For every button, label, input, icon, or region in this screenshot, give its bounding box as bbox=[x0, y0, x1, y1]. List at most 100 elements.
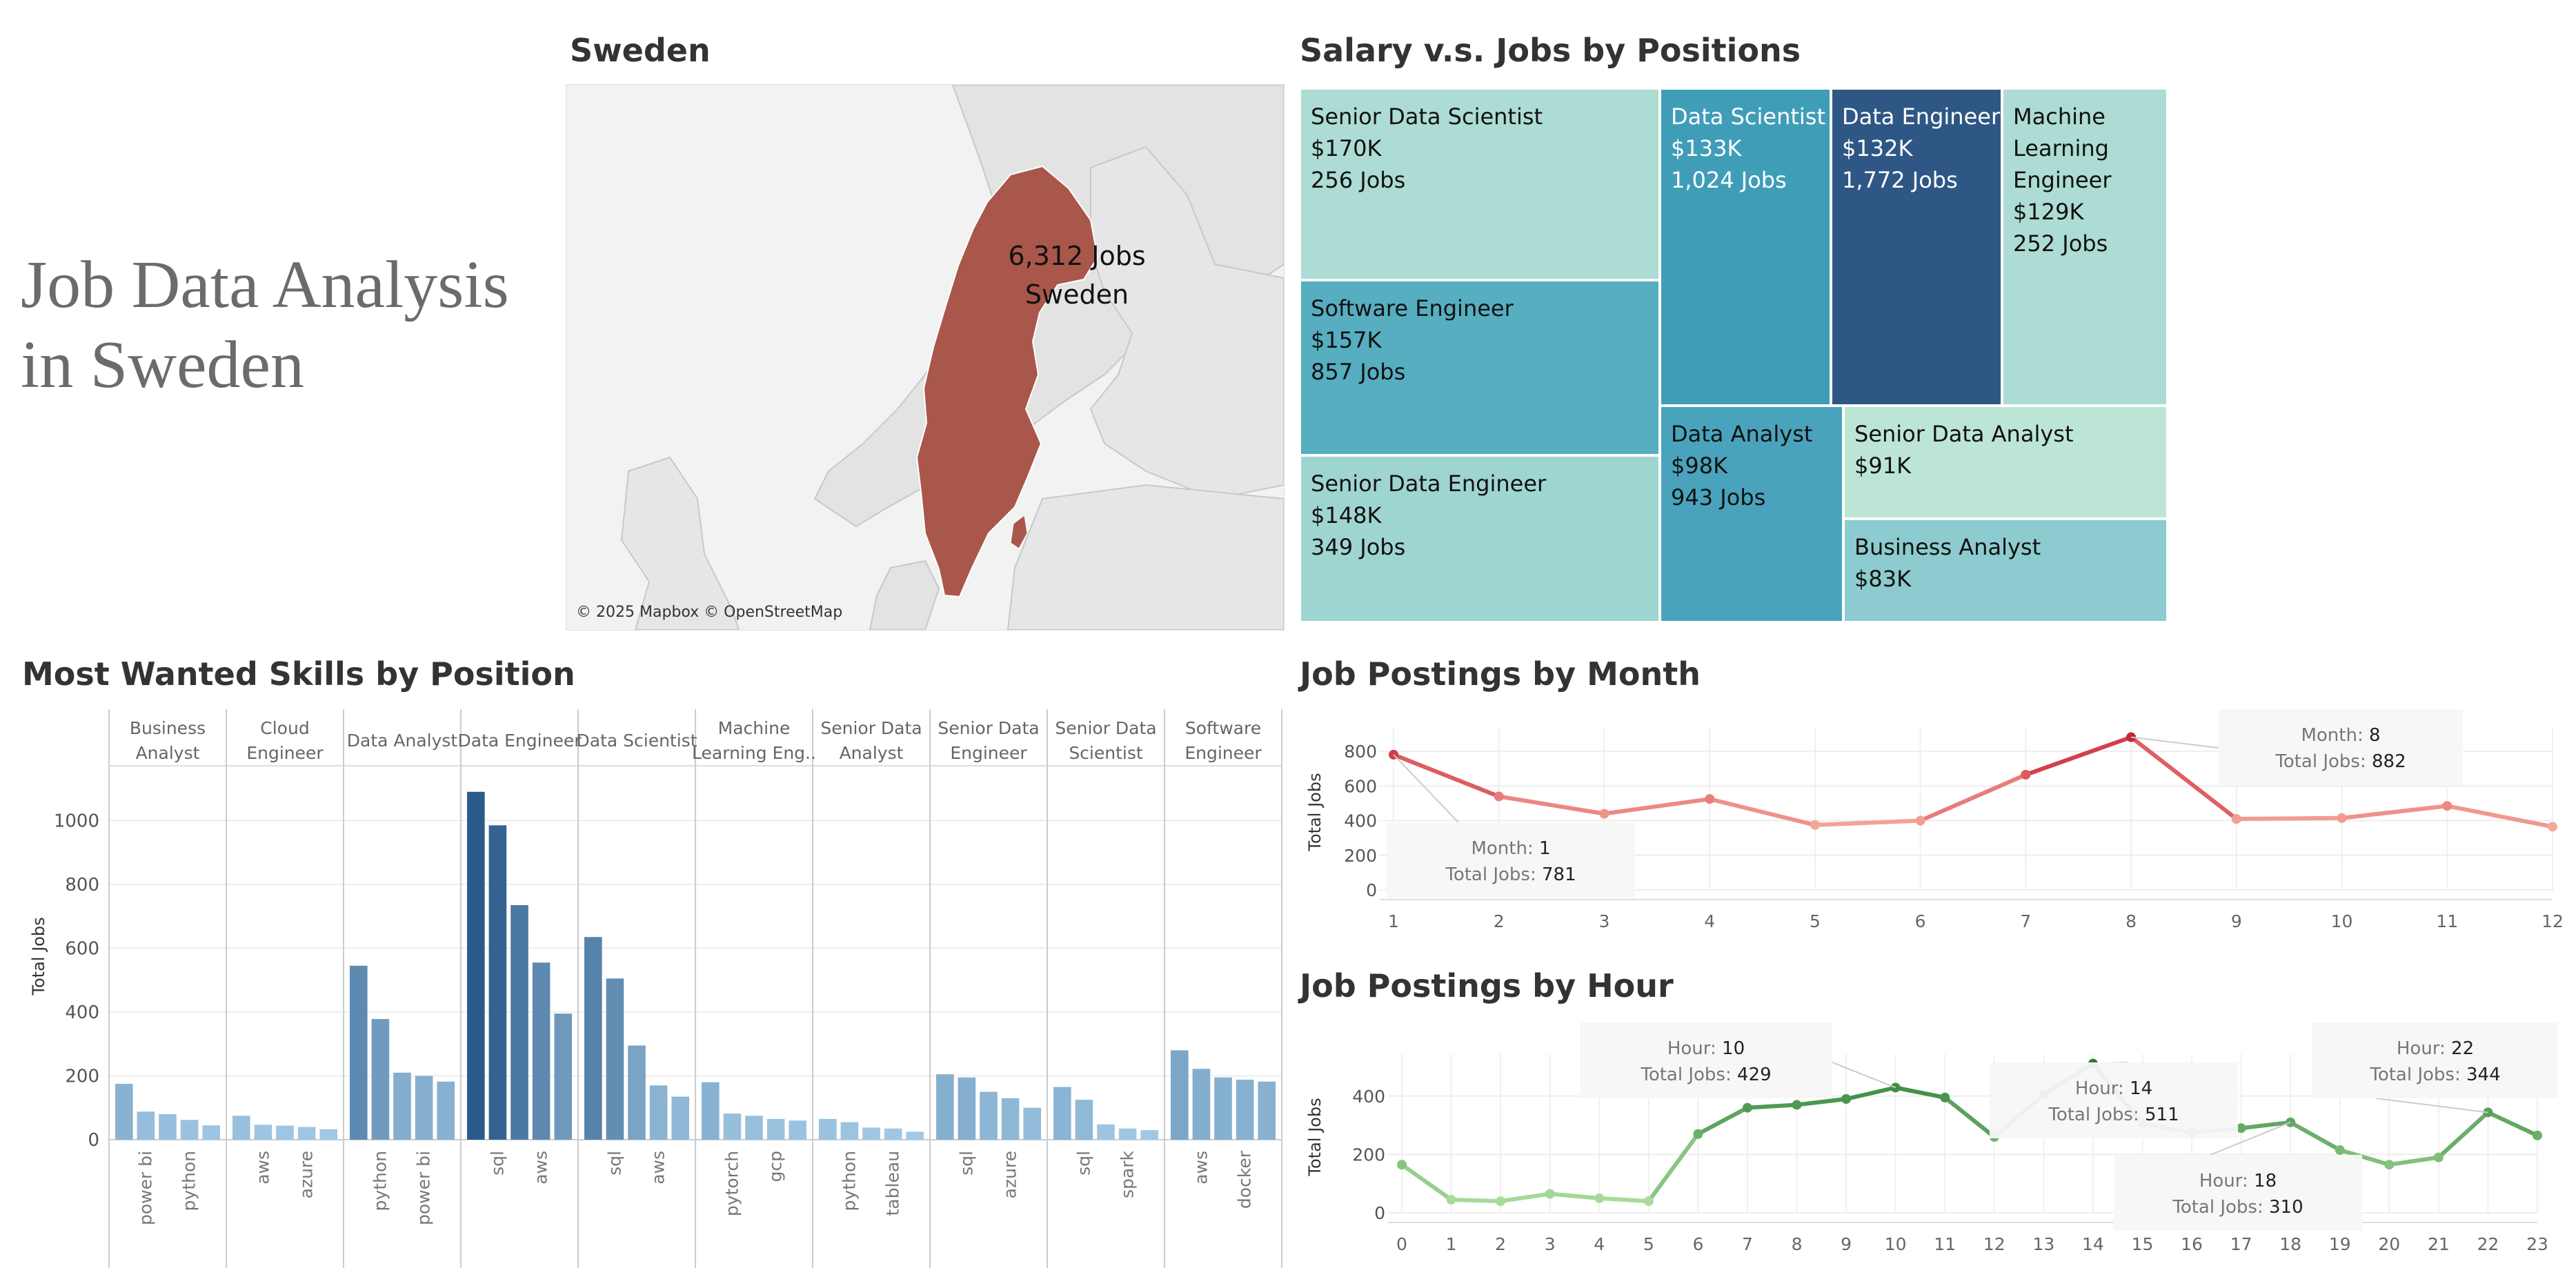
data-point bbox=[1940, 1092, 1950, 1102]
tooltip-box bbox=[2114, 1155, 2362, 1231]
skill-bar bbox=[276, 1125, 294, 1140]
treemap-cell-senior-data-scientist[interactable]: Senior Data Scientist $170K 256 Jobs bbox=[1300, 88, 1660, 280]
skill-label: tableau bbox=[883, 1151, 903, 1216]
panel-header: Engineer bbox=[1185, 743, 1262, 763]
y-tick-label: 800 bbox=[1344, 742, 1377, 762]
tooltip-x-label: Hour: 10 bbox=[1667, 1038, 1745, 1059]
treemap-cell-data-scientist[interactable]: Data Scientist $133K 1,024 Jobs bbox=[1660, 88, 1831, 406]
x-tick-label: 6 bbox=[1915, 911, 1926, 931]
skill-bar bbox=[1258, 1081, 1276, 1140]
dashboard-title-line2: in Sweden bbox=[21, 328, 304, 402]
data-point bbox=[2337, 813, 2347, 823]
x-tick-label: 13 bbox=[2032, 1234, 2054, 1254]
treemap-cell-salary: $83K bbox=[1854, 566, 1912, 592]
treemap-cell-salary: $91K bbox=[1854, 453, 1912, 479]
skill-bar bbox=[1097, 1124, 1115, 1140]
skill-label: sql bbox=[604, 1151, 624, 1176]
line-segment bbox=[1812, 818, 1923, 827]
y-tick-label: 400 bbox=[65, 1002, 99, 1023]
treemap-cell-name: Data Analyst bbox=[1671, 421, 1813, 447]
treemap-cell-senior-data-analyst[interactable]: Senior Data Analyst $91K bbox=[1843, 406, 2168, 519]
gotland-region[interactable] bbox=[1010, 515, 1028, 549]
data-point bbox=[1397, 1160, 1407, 1170]
data-point bbox=[1705, 794, 1715, 804]
skill-bar bbox=[980, 1091, 998, 1140]
skill-bar bbox=[319, 1129, 337, 1140]
map-label-jobs: 6,312 Jobs bbox=[1008, 241, 1146, 271]
x-tick-label: 3 bbox=[1599, 911, 1610, 931]
line-segment bbox=[1498, 1191, 1552, 1204]
tooltip: Hour: 10 Total Jobs: 429 bbox=[1580, 1022, 1896, 1098]
data-point bbox=[1599, 809, 1609, 819]
skill-bar bbox=[488, 825, 507, 1140]
treemap-cell-software-engineer[interactable]: Software Engineer $157K 857 Jobs bbox=[1300, 280, 1660, 455]
x-tick-label: 4 bbox=[1704, 911, 1715, 931]
skill-label: aws bbox=[1191, 1151, 1211, 1185]
treemap-cell-salary: $148K bbox=[1311, 502, 1382, 528]
x-tick-label: 0 bbox=[1396, 1234, 1407, 1254]
treemap-cell-jobs: 943 Jobs bbox=[1671, 484, 1766, 511]
map-attribution[interactable]: © 2025 Mapbox © OpenStreetMap bbox=[576, 604, 843, 621]
x-tick-label: 6 bbox=[1692, 1234, 1703, 1254]
data-point bbox=[2433, 1152, 2444, 1162]
treemap-cell-data-analyst[interactable]: Data Analyst $98K 943 Jobs bbox=[1660, 406, 1843, 622]
data-point bbox=[2442, 801, 2453, 811]
skill-bar bbox=[371, 1019, 390, 1140]
skill-bar bbox=[606, 978, 624, 1140]
tooltip-box bbox=[1387, 822, 1635, 898]
skill-label: sql bbox=[956, 1151, 976, 1176]
skill-bar bbox=[1023, 1107, 1041, 1140]
skill-bar bbox=[232, 1116, 250, 1140]
data-point bbox=[2483, 1107, 2493, 1118]
data-point bbox=[1841, 1094, 1852, 1104]
tooltip-x-label: Hour: 14 bbox=[2075, 1078, 2152, 1099]
x-tick-label: 9 bbox=[1841, 1234, 1852, 1254]
tooltip-x-label: Month: 1 bbox=[1471, 838, 1550, 859]
data-point bbox=[1742, 1102, 1752, 1113]
line-segment bbox=[1602, 797, 1712, 816]
treemap-cell-senior-data-engineer[interactable]: Senior Data Engineer $148K 349 Jobs bbox=[1300, 455, 1660, 622]
line-segment bbox=[1918, 773, 2028, 823]
skill-bar bbox=[702, 1082, 720, 1140]
skill-label: aws bbox=[252, 1151, 273, 1185]
line-segment bbox=[2337, 1148, 2392, 1167]
x-tick-label: 20 bbox=[2378, 1234, 2400, 1254]
skill-bar bbox=[649, 1085, 668, 1140]
x-tick-label: 10 bbox=[2331, 911, 2353, 931]
skills-bar-chart: 0 200 400 600 800 1000 Total Jobs Business Analy… bbox=[29, 709, 1282, 1268]
skill-bar bbox=[254, 1125, 273, 1140]
y-tick-label: 0 bbox=[1366, 880, 1377, 900]
skill-label: power bi bbox=[135, 1151, 155, 1225]
y-tick-label: 600 bbox=[65, 938, 99, 959]
map-title: Sweden bbox=[570, 32, 711, 69]
treemap-cell-salary: $157K bbox=[1311, 327, 1382, 353]
treemap-cell-machine-learning-engineer[interactable]: Machine Learning Engineer $129K 252 Jobs bbox=[2002, 88, 2168, 406]
skill-bar bbox=[202, 1125, 220, 1140]
treemap-cell-name-line2: Learning bbox=[2013, 135, 2109, 161]
x-tick-label: 4 bbox=[1594, 1234, 1605, 1254]
treemap-cell-business-analyst[interactable]: Business Analyst $83K bbox=[1843, 519, 2168, 622]
x-tick-label: 11 bbox=[2436, 911, 2458, 931]
tooltip-x-label: Hour: 22 bbox=[2397, 1038, 2474, 1059]
x-tick-label: 12 bbox=[1983, 1234, 2005, 1254]
panel-header: Business bbox=[130, 718, 206, 738]
panel-header: Cloud bbox=[260, 718, 309, 738]
data-point bbox=[1545, 1189, 1555, 1199]
tooltip-pointer bbox=[1832, 1062, 1896, 1089]
tooltip-y-label: Total Jobs: 882 bbox=[2275, 751, 2406, 772]
data-point bbox=[1496, 1196, 1506, 1207]
data-point bbox=[1446, 1194, 1456, 1205]
sweden-map[interactable]: 6,312 Jobs Sweden © 2025 Mapbox © OpenSt… bbox=[566, 84, 1285, 631]
treemap-cell-name: Software Engineer bbox=[1311, 295, 1514, 321]
dashboard-title: Job Data Analysis in Sweden bbox=[21, 245, 545, 405]
line-segment bbox=[1400, 1162, 1454, 1202]
treemap-cell-jobs: 256 Jobs bbox=[1311, 167, 1406, 193]
sweden-region[interactable] bbox=[915, 165, 1099, 598]
skill-bar bbox=[1118, 1128, 1137, 1140]
line-segment bbox=[2288, 1120, 2342, 1153]
skill-bar bbox=[467, 791, 485, 1140]
skill-label: docker bbox=[1235, 1150, 1255, 1209]
skill-bar bbox=[393, 1072, 411, 1140]
x-tick-label: 14 bbox=[2082, 1234, 2104, 1254]
treemap-cell-data-engineer[interactable]: Data Engineer $132K 1,772 Jobs bbox=[1831, 88, 2002, 406]
